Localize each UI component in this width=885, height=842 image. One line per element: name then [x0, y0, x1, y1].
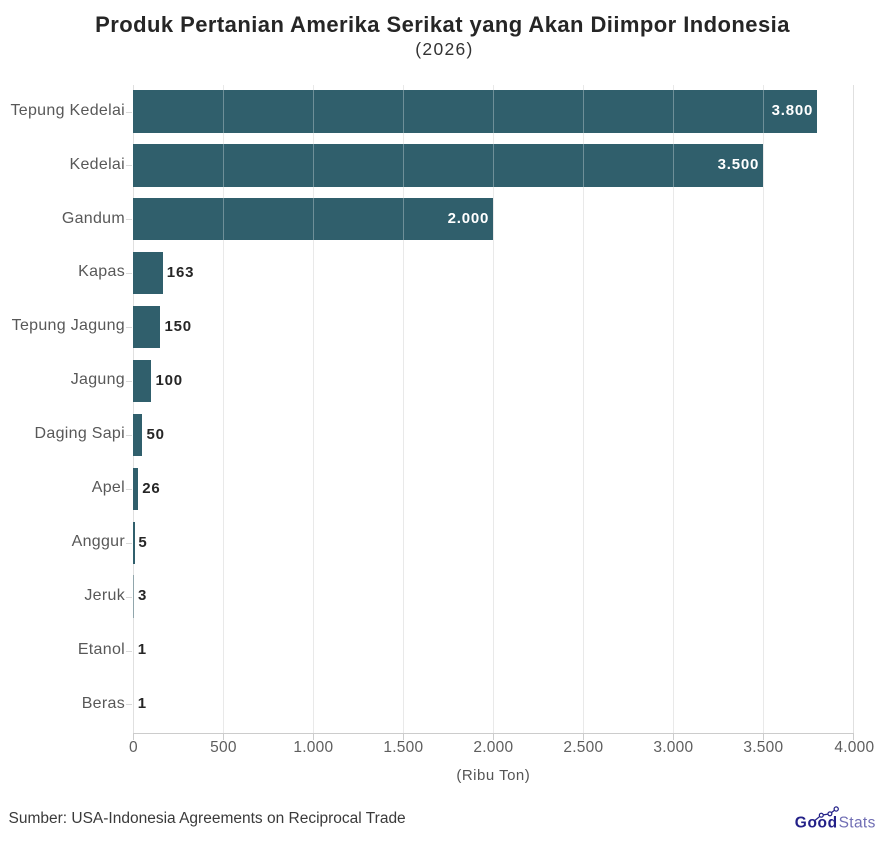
svg-text:Stats: Stats: [839, 814, 876, 831]
svg-text:Good: Good: [795, 814, 838, 831]
